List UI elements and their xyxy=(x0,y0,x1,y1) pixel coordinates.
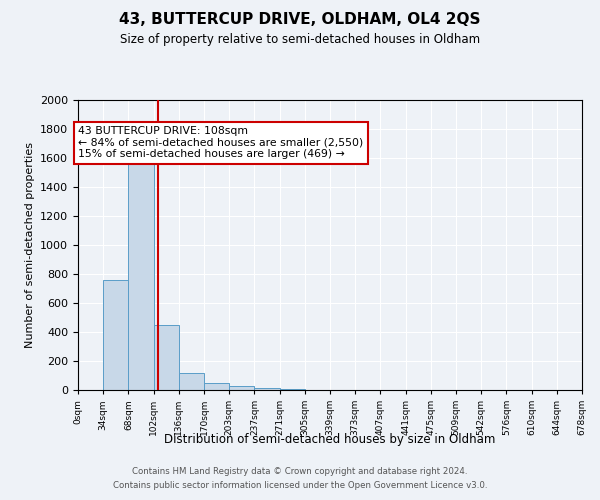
Y-axis label: Number of semi-detached properties: Number of semi-detached properties xyxy=(25,142,35,348)
Bar xyxy=(204,384,229,390)
Text: 43, BUTTERCUP DRIVE, OLDHAM, OL4 2QS: 43, BUTTERCUP DRIVE, OLDHAM, OL4 2QS xyxy=(119,12,481,28)
Text: 43 BUTTERCUP DRIVE: 108sqm
← 84% of semi-detached houses are smaller (2,550)
15%: 43 BUTTERCUP DRIVE: 108sqm ← 84% of semi… xyxy=(79,126,364,160)
Bar xyxy=(179,374,204,390)
Bar xyxy=(254,388,280,390)
Bar xyxy=(229,386,254,390)
Bar xyxy=(128,152,154,390)
Text: Contains public sector information licensed under the Open Government Licence v3: Contains public sector information licen… xyxy=(113,481,487,490)
Bar xyxy=(154,325,179,390)
Bar xyxy=(280,388,305,390)
Text: Size of property relative to semi-detached houses in Oldham: Size of property relative to semi-detach… xyxy=(120,32,480,46)
Bar xyxy=(103,280,128,390)
Text: Distribution of semi-detached houses by size in Oldham: Distribution of semi-detached houses by … xyxy=(164,432,496,446)
Text: Contains HM Land Registry data © Crown copyright and database right 2024.: Contains HM Land Registry data © Crown c… xyxy=(132,468,468,476)
